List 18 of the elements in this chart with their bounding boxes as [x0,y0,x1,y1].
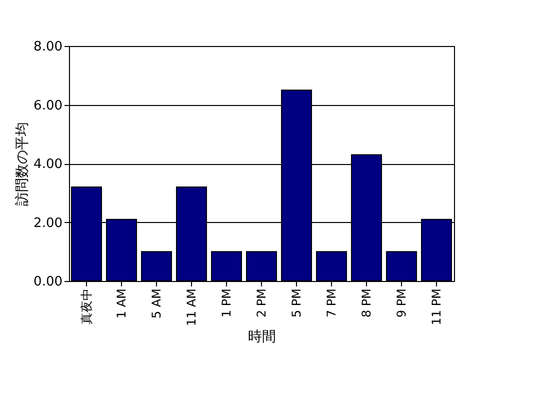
x-tick-label: 真夜中 [80,288,94,324]
x-tick-label: 2 PM [254,288,268,318]
y-tick-label: 2.00 [34,216,62,231]
x-tick-label: 8 PM [360,288,374,318]
x-tick-label: 9 PM [394,288,408,318]
y-tick-label: 0.00 [34,274,62,290]
y-tick-label: 4.00 [34,157,62,172]
x-tick-label: 11 PM [430,288,444,326]
x-tick-label: 7 PM [324,288,338,318]
x-tick-label: 5 AM [150,288,164,319]
x-tick-label: 5 PM [290,288,304,318]
x-axis-title: 時間 [248,329,276,346]
y-tick-label: 6.00 [34,98,62,114]
x-tick-label: 1 AM [114,288,128,319]
x-tick-label: 11 AM [184,288,198,326]
y-axis-title: 訪問数の平均 [14,122,31,206]
y-tick-label: 8.00 [34,40,62,54]
x-tick-label: 1 PM [220,288,234,318]
